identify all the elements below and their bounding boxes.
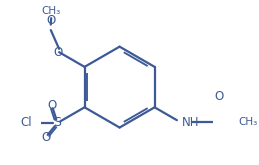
Text: O: O <box>41 131 51 144</box>
Text: Cl: Cl <box>20 116 32 130</box>
Text: O: O <box>46 14 55 27</box>
Text: CH₃: CH₃ <box>41 6 61 16</box>
Text: O: O <box>214 90 223 103</box>
Text: NH: NH <box>182 115 199 129</box>
Text: S: S <box>54 116 61 130</box>
Text: O: O <box>47 99 56 112</box>
Text: CH₃: CH₃ <box>238 117 257 127</box>
Text: O: O <box>54 46 63 59</box>
